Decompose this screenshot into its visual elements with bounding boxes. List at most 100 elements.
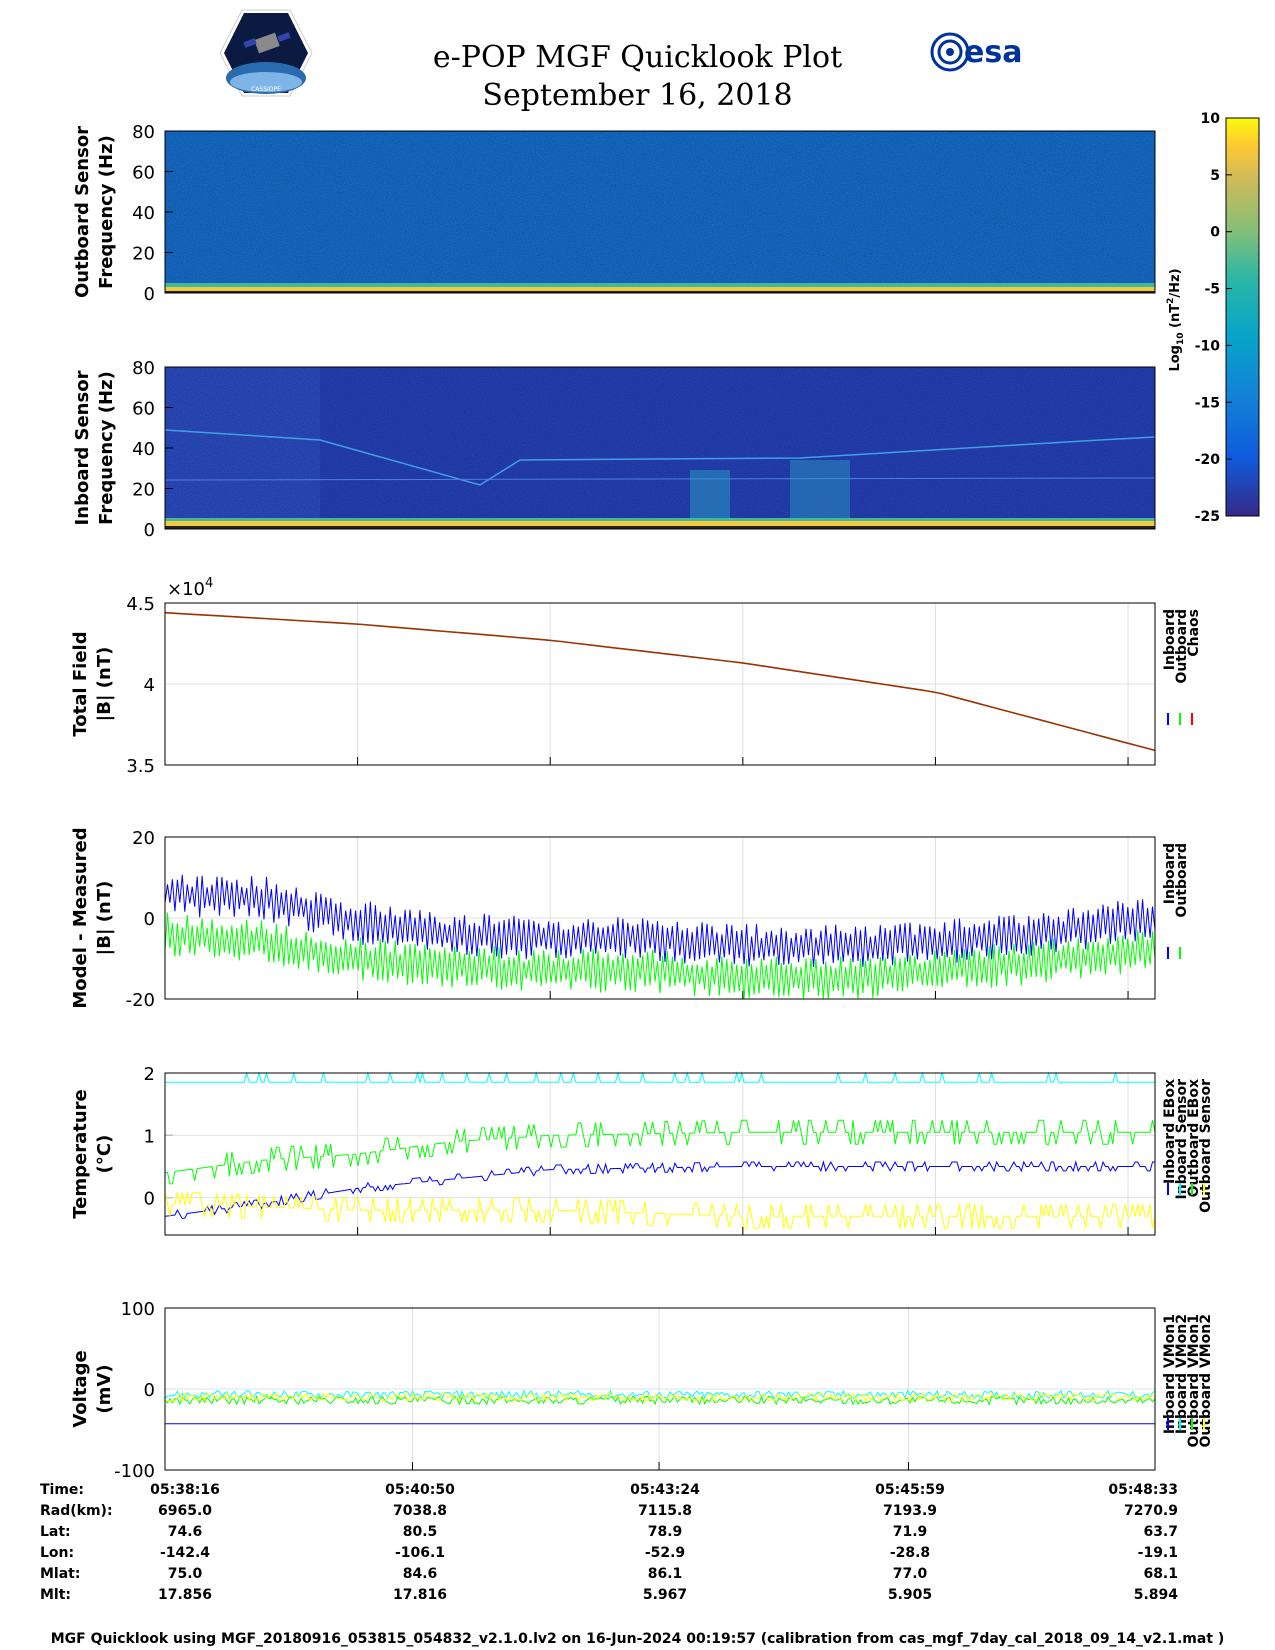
y-axis-label-line2: Frequency (Hz) [96, 135, 117, 289]
axes-frame [164, 836, 1156, 1000]
legend-label: Outboard EBox [1186, 1079, 1202, 1197]
colorbar-tick-label: 5 [1210, 168, 1220, 184]
y-tick-label: 3.5 [126, 756, 155, 777]
info-value: 84.6 [402, 1566, 438, 1582]
axes-frame [164, 130, 1156, 294]
info-value: 77.0 [892, 1566, 928, 1582]
info-row-label: Mlat: [40, 1566, 81, 1582]
info-value: 7038.8 [392, 1503, 448, 1519]
info-value: 05:45:59 [875, 1482, 945, 1498]
y-multiplier: ×104 [167, 576, 213, 600]
info-value: 7193.9 [882, 1503, 938, 1519]
legend-label: Inboard VMon2 [1174, 1314, 1190, 1434]
colorbar-tick-label: -5 [1204, 282, 1220, 298]
panel-6: Voltage (mV) 100 0 -100 [70, 1299, 1156, 1482]
axes-frame [164, 1307, 1156, 1471]
series-line-outboard-vmon2 [164, 1391, 1156, 1403]
legend-label: Inboard [1162, 843, 1178, 904]
info-value: -52.9 [644, 1545, 686, 1561]
plot-date: September 16, 2018 [482, 78, 793, 113]
axes-frame [164, 366, 1156, 530]
series-line-inboard-ebox [164, 1160, 1155, 1220]
y-axis-label-line2: Frequency (Hz) [96, 371, 117, 525]
colorbar-tick-label: 10 [1201, 111, 1221, 127]
series-line-outboard [164, 912, 1156, 1000]
info-row-label: Rad(km): [40, 1503, 113, 1519]
y-tick-label: 20 [132, 480, 155, 501]
y-axis-label-line1: Model - Measured [70, 827, 91, 1008]
info-value: 5.905 [887, 1587, 933, 1603]
info-value: 63.7 [1143, 1524, 1178, 1540]
y-tick-label: 0 [144, 520, 155, 541]
legend-label: Outboard [1174, 843, 1190, 918]
info-value: 7115.8 [637, 1503, 693, 1519]
legend-label: Outboard [1174, 609, 1190, 684]
info-value: -106.1 [394, 1545, 446, 1561]
colorbar-label: Log10 (nT2/Hz) [1166, 268, 1186, 371]
esa-logo: esa [930, 30, 1040, 74]
series-line-outboard-ebox [164, 1119, 1156, 1185]
colorbar: 10 5 0 -5 -10 -15 -20 -25 Log10 (nT2/Hz) [1166, 111, 1260, 525]
y-axis-label-line1: Outboard Sensor [72, 126, 93, 298]
legend-label: Outboard Sensor [1198, 1079, 1214, 1213]
y-axis-label-line2: (°C) [94, 1135, 115, 1174]
y-axis-label-line1: Temperature [70, 1089, 91, 1218]
y-axis-label-line2: |B| (nT) [94, 881, 115, 956]
y-tick-label: 80 [132, 358, 155, 379]
y-axis-label-line2: (mV) [94, 1364, 115, 1413]
info-value: 7270.9 [1123, 1503, 1178, 1519]
y-tick-label: 0 [144, 1380, 155, 1401]
series-line-inboard [164, 874, 1156, 967]
y-axis-label-line1: Inboard Sensor [72, 370, 93, 525]
panel-4: Model - Measured |B| (nT) 20 0 -20 [70, 827, 1156, 1011]
y-tick-label: 100 [121, 1299, 155, 1320]
outboard-spectrogram [164, 130, 1156, 294]
axes-frame [164, 602, 1156, 766]
colorbar-tick-label: 0 [1210, 225, 1220, 241]
info-row-label: Time: [40, 1482, 85, 1498]
y-tick-label: 0 [144, 1189, 155, 1210]
info-value: 05:40:50 [385, 1482, 455, 1498]
info-value: 68.1 [1143, 1566, 1178, 1582]
info-value: 05:38:16 [150, 1482, 220, 1498]
info-value: 05:43:24 [630, 1482, 700, 1498]
panel-3: Total Field |B| (nT) 4.5 4 3.5 ×104 [70, 576, 1156, 777]
y-tick-label: 20 [132, 244, 155, 265]
info-value: 05:48:33 [1108, 1482, 1178, 1498]
series-line-outboard-vmon1 [164, 1394, 1156, 1406]
y-axis-label-line2: |B| (nT) [94, 647, 115, 722]
plot-title: e-POP MGF Quicklook Plot [432, 40, 843, 75]
y-tick-label: 20 [132, 828, 155, 849]
panel-1: Outboard Sensor Frequency (Hz) 80 60 40 20 0 [72, 122, 1156, 305]
y-tick-label: 80 [132, 122, 155, 143]
y-axis-label-line1: Total Field [70, 631, 91, 736]
panel-5: Temperature (°C) 2 1 0 [70, 1064, 1156, 1236]
info-value: -19.1 [1137, 1545, 1178, 1561]
info-row-label: Lat: [40, 1524, 71, 1540]
y-tick-label: -20 [126, 990, 155, 1011]
info-value: 17.816 [392, 1587, 448, 1603]
legend-label: Inboard VMon1 [1162, 1314, 1178, 1434]
colorbar-tick-label: -10 [1195, 338, 1221, 354]
info-value: 5.967 [642, 1587, 688, 1603]
info-value: 17.856 [157, 1587, 213, 1603]
series-line-outboard-sensor [164, 1191, 1156, 1229]
y-tick-label: 2 [144, 1064, 155, 1085]
info-value: -28.8 [889, 1545, 931, 1561]
info-value: -142.4 [159, 1545, 211, 1561]
esa-logo-text: esa [964, 35, 1022, 70]
footer-note: MGF Quicklook using MGF_20180916_053815_… [50, 1631, 1225, 1647]
info-value: 71.9 [892, 1524, 928, 1540]
info-value: 80.5 [402, 1524, 438, 1540]
cassiope-logo-text: CASSIOPE [251, 86, 281, 93]
info-value: 74.6 [167, 1524, 203, 1540]
info-value: 75.0 [167, 1566, 203, 1582]
info-value: 86.1 [647, 1566, 683, 1582]
info-row-label: Lon: [40, 1545, 75, 1561]
y-axis-label-line1: Voltage [70, 1350, 91, 1427]
y-tick-label: 40 [132, 439, 155, 460]
legend-label: Inboard Sensor [1174, 1079, 1190, 1200]
axes-frame [164, 1072, 1156, 1236]
y-tick-label: -100 [114, 1461, 155, 1482]
legend-label: Inboard [1162, 609, 1178, 670]
